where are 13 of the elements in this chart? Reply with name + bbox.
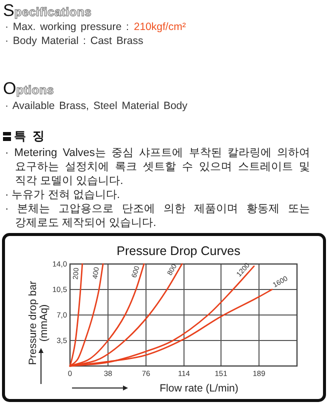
x-axis-title: Flow rate (L/min) [160,382,238,394]
text: · 본체는 고압용으로 단조에 의한 제품이며 황동제 또는 강제로도 제작되어 있습니다. [5,202,310,230]
chart-title: Pressure Drop Curves [116,244,240,258]
text: · Body Material : Cast Brass [5,35,144,47]
text: · Max. working pressure : [5,21,129,33]
text: · Metering Valves는 중심 샤프트에 부착된 칼라링에 의하여 요구하는 설정치에 록크 셋트할 수 있으며 스트레이트 및 직각 모델이 있습니다. [5,146,310,188]
y-axis-title: Pressure drop bar (mmAq) [27,280,50,366]
text: Options [3,79,54,98]
text: 210kgf/cm² [134,21,186,33]
text: Specifications [3,1,92,20]
text: 특 징 [14,129,44,144]
text: · 누유가 전혀 없습니다. [5,188,121,202]
text: · Available Brass, Steel Material Body [5,100,188,112]
